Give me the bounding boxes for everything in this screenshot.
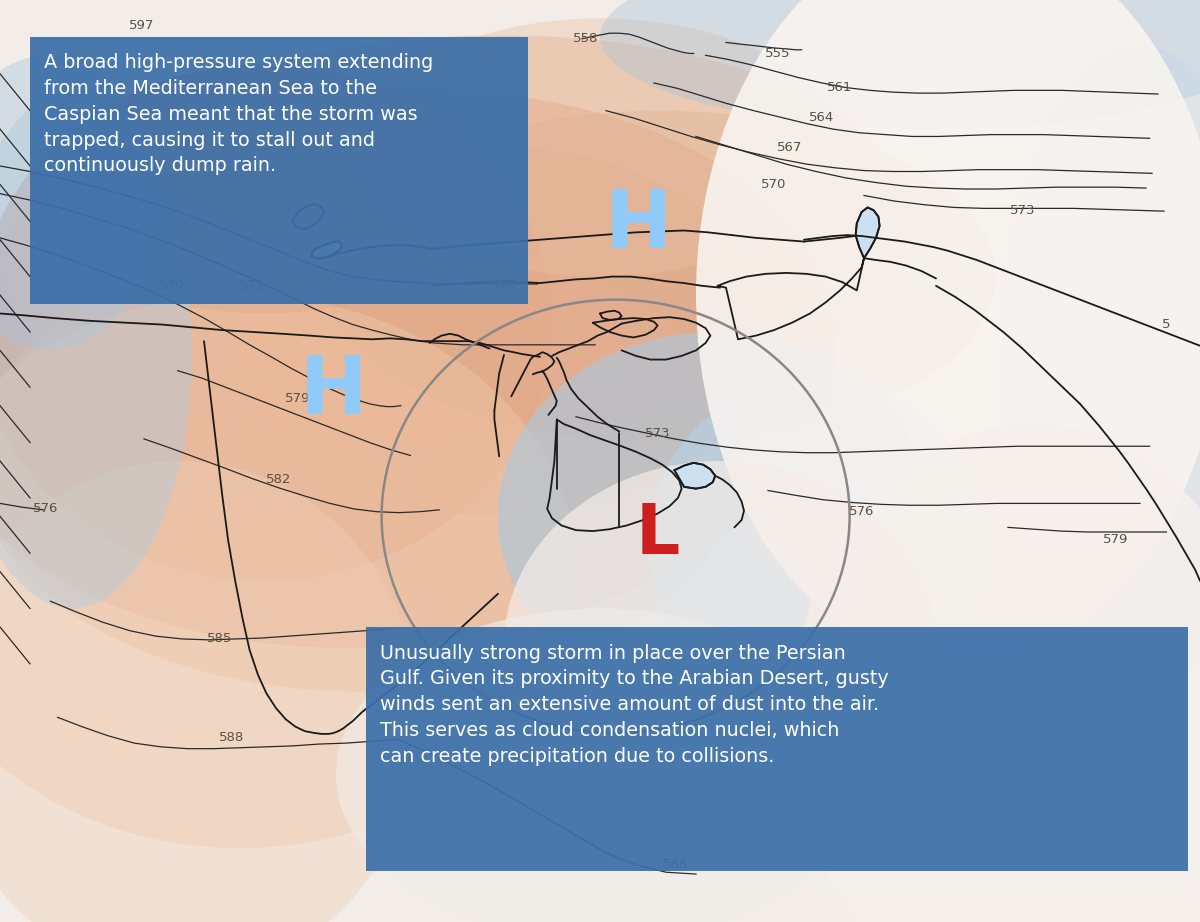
Ellipse shape (0, 295, 576, 848)
Text: 558: 558 (572, 32, 599, 45)
Text: 570: 570 (761, 178, 787, 191)
Polygon shape (856, 207, 880, 258)
Text: 582: 582 (265, 473, 292, 486)
Ellipse shape (1, 35, 911, 444)
Polygon shape (674, 463, 715, 489)
Text: L: L (636, 502, 679, 568)
Text: 597: 597 (128, 19, 155, 32)
Text: 567: 567 (776, 141, 803, 154)
Text: 576: 576 (32, 502, 59, 515)
Ellipse shape (792, 424, 1200, 922)
Text: 576: 576 (491, 279, 517, 292)
Text: 570: 570 (158, 279, 185, 292)
Text: A broad high-pressure system extending
from the Mediterranean Sea to the
Caspian: A broad high-pressure system extending f… (44, 53, 433, 175)
Text: 555: 555 (764, 47, 791, 60)
Ellipse shape (0, 55, 156, 350)
Text: 573: 573 (644, 427, 671, 440)
Text: 579: 579 (284, 392, 311, 405)
Text: 564: 564 (809, 111, 835, 124)
Text: 561: 561 (827, 81, 853, 94)
Ellipse shape (0, 461, 420, 922)
Ellipse shape (48, 92, 480, 313)
Ellipse shape (744, 461, 984, 682)
Ellipse shape (0, 92, 192, 609)
Text: 588: 588 (662, 858, 689, 871)
Ellipse shape (240, 148, 768, 516)
Text: 5: 5 (1162, 318, 1171, 331)
Polygon shape (312, 242, 342, 258)
Text: 588: 588 (218, 731, 245, 744)
Ellipse shape (336, 609, 864, 922)
Text: 576: 576 (848, 505, 875, 518)
Text: 579: 579 (1103, 533, 1129, 546)
FancyBboxPatch shape (30, 37, 528, 304)
Ellipse shape (498, 332, 930, 701)
Text: 573: 573 (239, 279, 265, 292)
Text: H: H (300, 353, 367, 431)
Text: 585: 585 (206, 632, 233, 644)
Text: H: H (605, 187, 672, 265)
Text: Unusually strong storm in place over the Persian
Gulf. Given its proximity to th: Unusually strong storm in place over the… (380, 644, 889, 765)
FancyBboxPatch shape (366, 627, 1188, 871)
Ellipse shape (0, 65, 552, 581)
Ellipse shape (360, 18, 840, 277)
Ellipse shape (0, 230, 744, 692)
Ellipse shape (0, 89, 838, 648)
Text: 573: 573 (1009, 204, 1036, 217)
Ellipse shape (696, 0, 1200, 664)
Ellipse shape (324, 111, 996, 443)
Ellipse shape (504, 461, 936, 830)
Ellipse shape (648, 378, 984, 710)
Ellipse shape (996, 46, 1200, 692)
Ellipse shape (600, 0, 1200, 129)
